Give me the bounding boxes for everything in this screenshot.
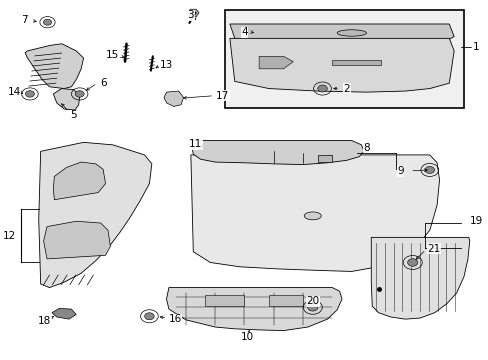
Text: 4: 4 <box>241 27 247 37</box>
Text: 5: 5 <box>70 111 77 121</box>
Circle shape <box>25 91 34 97</box>
Text: 6: 6 <box>100 78 106 88</box>
Text: 10: 10 <box>240 332 253 342</box>
Text: 12: 12 <box>3 231 16 240</box>
Polygon shape <box>39 142 152 288</box>
Text: 7: 7 <box>21 15 27 26</box>
Text: 11: 11 <box>189 139 202 149</box>
Circle shape <box>307 303 317 311</box>
Polygon shape <box>163 91 183 107</box>
Polygon shape <box>229 24 453 48</box>
Text: 2: 2 <box>343 84 349 94</box>
Text: 17: 17 <box>216 91 229 101</box>
Text: 19: 19 <box>468 216 482 226</box>
Bar <box>205 296 244 306</box>
Text: 21: 21 <box>426 244 439 254</box>
Circle shape <box>75 91 84 97</box>
Polygon shape <box>52 309 76 319</box>
Text: 9: 9 <box>396 166 403 176</box>
Ellipse shape <box>304 212 321 220</box>
Polygon shape <box>53 162 105 200</box>
Polygon shape <box>370 237 469 319</box>
Polygon shape <box>187 9 199 17</box>
Polygon shape <box>53 89 80 110</box>
Polygon shape <box>259 56 293 69</box>
Text: 18: 18 <box>38 316 51 325</box>
Ellipse shape <box>336 30 366 36</box>
Polygon shape <box>190 140 363 165</box>
Bar <box>268 296 303 306</box>
Text: 3: 3 <box>187 10 194 20</box>
Bar <box>317 155 331 162</box>
Text: 16: 16 <box>168 314 182 324</box>
Polygon shape <box>229 39 453 92</box>
Text: 20: 20 <box>305 296 319 306</box>
Bar <box>224 10 463 108</box>
Polygon shape <box>331 60 380 65</box>
Text: 8: 8 <box>363 143 369 153</box>
Circle shape <box>144 313 154 320</box>
Circle shape <box>407 259 417 266</box>
Text: 14: 14 <box>8 87 21 97</box>
Polygon shape <box>25 44 83 89</box>
Text: 15: 15 <box>106 50 119 60</box>
Text: 13: 13 <box>160 60 173 70</box>
Circle shape <box>43 19 52 25</box>
Circle shape <box>424 166 434 174</box>
Polygon shape <box>166 288 341 330</box>
Circle shape <box>317 85 326 92</box>
Polygon shape <box>43 221 110 259</box>
Polygon shape <box>190 155 439 271</box>
Text: 1: 1 <box>472 42 478 52</box>
